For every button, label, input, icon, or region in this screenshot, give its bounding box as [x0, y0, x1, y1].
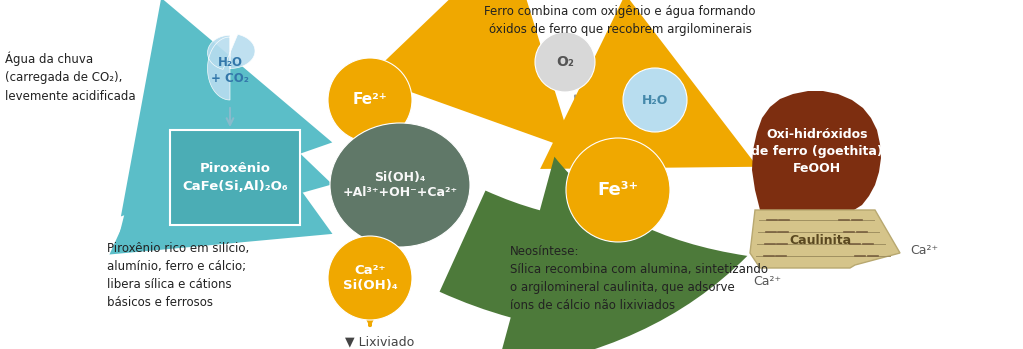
Text: Fe³⁺: Fe³⁺: [597, 181, 638, 199]
Circle shape: [328, 58, 412, 142]
Circle shape: [566, 138, 670, 242]
Text: Água da chuva
(carregada de CO₂),
levemente acidificada: Água da chuva (carregada de CO₂), leveme…: [5, 52, 136, 103]
Text: Neosíntese:
Sílica recombina com alumina, sintetizando
o argilomineral caulinita: Neosíntese: Sílica recombina com alumina…: [510, 245, 768, 312]
Text: Ferro combina com oxigênio e água formando
óxidos de ferro que recobrem argilomi: Ferro combina com oxigênio e água forman…: [484, 5, 756, 36]
FancyBboxPatch shape: [170, 130, 300, 225]
Text: Caulinita: Caulinita: [789, 233, 851, 246]
Text: O₂: O₂: [557, 55, 574, 69]
Text: Oxi-hidróxidos
de ferro (goethita)
FeOOH: Oxi-hidróxidos de ferro (goethita) FeOOH: [751, 128, 883, 176]
Ellipse shape: [330, 123, 470, 247]
Text: Piroxênio rico em silício,
alumínio, ferro e cálcio;
libera sílica e cátions
bás: Piroxênio rico em silício, alumínio, fer…: [107, 242, 250, 309]
Text: Ca²⁺: Ca²⁺: [910, 244, 938, 257]
Polygon shape: [208, 34, 255, 100]
Text: Fe²⁺: Fe²⁺: [353, 92, 388, 107]
Text: H₂O
+ CO₂: H₂O + CO₂: [211, 57, 249, 86]
Text: Ca²⁺: Ca²⁺: [753, 275, 782, 288]
Text: ▼ Lixiviado: ▼ Lixiviado: [346, 335, 414, 348]
Circle shape: [535, 32, 595, 92]
Polygon shape: [752, 91, 881, 210]
Text: Piroxênio
CaFe(Si,Al)₂O₆: Piroxênio CaFe(Si,Al)₂O₆: [182, 163, 287, 193]
Text: H₂O: H₂O: [641, 94, 668, 106]
Circle shape: [623, 68, 687, 132]
Polygon shape: [750, 210, 900, 268]
Circle shape: [328, 236, 412, 320]
Text: Si(OH)₄
+Al³⁺+OH⁻+Ca²⁺: Si(OH)₄ +Al³⁺+OH⁻+Ca²⁺: [343, 171, 457, 200]
Text: Ca²⁺
Si(OH)₄: Ca²⁺ Si(OH)₄: [343, 263, 397, 292]
